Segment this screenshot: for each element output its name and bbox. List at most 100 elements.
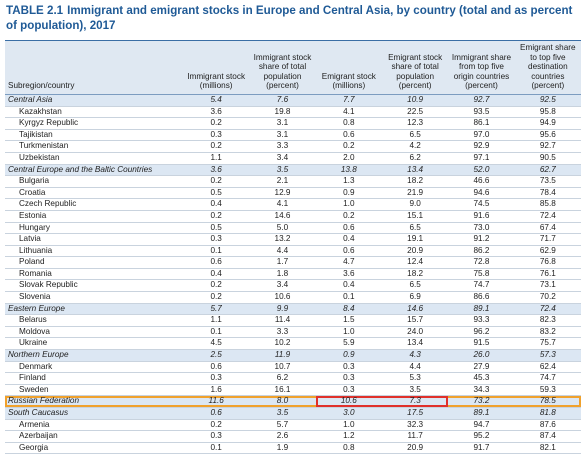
country-value: 4.2 (381, 140, 449, 153)
country-name: Finland (5, 372, 183, 385)
country-value: 3.4 (249, 152, 316, 165)
country-value: 46.6 (448, 175, 515, 188)
group-name: Northern Europe (5, 349, 183, 362)
country-row: Poland 0.6 1.7 4.7 12.4 72.8 76.8 (5, 256, 581, 269)
country-value: 3.3 (249, 326, 316, 339)
country-value: 1.7 (249, 256, 316, 269)
country-name: Lithuania (5, 245, 183, 258)
country-value: 14.6 (249, 210, 316, 223)
group-value: 7.7 (315, 94, 382, 107)
country-value: 0.3 (315, 384, 382, 397)
country-value: 15.7 (381, 314, 449, 327)
country-value: 0.4 (315, 233, 382, 246)
country-value: 19.1 (381, 233, 449, 246)
table-body: Central Asia 5.4 7.6 7.7 10.9 92.7 92.5 Kazakhs… (5, 94, 581, 455)
country-name: Uzbekistan (5, 152, 183, 165)
country-value: 86.6 (448, 291, 515, 304)
country-row: Romania 0.4 1.8 3.6 18.2 75.8 76.1 (5, 268, 581, 281)
country-name: Kyrgyz Republic (5, 117, 183, 130)
country-value: 0.3 (183, 233, 250, 246)
country-value: 1.8 (249, 268, 316, 281)
country-value: 3.6 (315, 268, 382, 281)
country-row: Denmark 0.6 10.7 0.3 4.4 27.9 62.4 (5, 361, 581, 374)
country-value: 75.8 (448, 268, 515, 281)
country-value: 0.4 (183, 268, 250, 281)
country-value: 13.2 (249, 233, 316, 246)
column-header: Emigrant stock (millions) (315, 40, 382, 95)
country-name: Ukraine (5, 337, 183, 351)
group-value: 2.5 (183, 349, 250, 362)
group-value: 9.9 (249, 303, 316, 316)
country-value: 71.7 (514, 233, 581, 246)
title-text: Immigrant and emigrant stocks in Europe … (6, 4, 573, 32)
country-name: Georgia (5, 442, 183, 455)
country-value: 1.0 (315, 198, 382, 211)
country-value: 87.4 (514, 430, 581, 443)
country-value: 0.4 (183, 198, 250, 211)
country-value: 86.1 (448, 117, 515, 130)
country-value: 74.7 (448, 279, 515, 293)
group-row: Central Europe and the Baltic Countries 3… (5, 164, 581, 177)
group-value: 5.4 (183, 94, 250, 107)
country-value: 0.2 (183, 279, 250, 293)
country-value: 59.3 (514, 384, 581, 397)
country-row: Finland 0.3 6.2 0.3 5.3 45.3 74.7 (5, 372, 581, 385)
group-row: Eastern Europe 5.7 9.9 8.4 14.6 89.1 72.4 (5, 303, 581, 316)
country-value: 96.2 (448, 326, 515, 339)
country-value: 74.7 (514, 372, 581, 385)
group-value: 4.3 (381, 349, 449, 362)
country-value: 15.1 (381, 210, 449, 223)
group-name: Central Europe and the Baltic Countries (5, 164, 183, 177)
country-value: 10.2 (249, 337, 316, 351)
group-value: 11.6 (183, 395, 250, 408)
group-value: 14.6 (381, 303, 449, 316)
country-row: Armenia 0.2 5.7 1.0 32.3 94.7 87.6 (5, 419, 581, 432)
group-value: 3.5 (249, 407, 316, 420)
country-value: 18.2 (381, 268, 449, 281)
country-value: 0.1 (183, 442, 250, 455)
country-value: 0.6 (315, 129, 382, 142)
group-value: 3.6 (183, 164, 250, 177)
country-value: 3.4 (249, 279, 316, 293)
group-name: Central Asia (5, 94, 183, 107)
country-row: Sweden 1.6 16.1 0.3 3.5 34.3 59.3 (5, 384, 581, 397)
country-value: 6.9 (381, 291, 449, 304)
country-value: 45.3 (448, 372, 515, 385)
country-name: Slovenia (5, 291, 183, 304)
country-value: 0.1 (183, 245, 250, 258)
country-value: 3.1 (249, 129, 316, 142)
country-value: 97.0 (448, 129, 515, 142)
country-row: Croatia 0.5 12.9 0.9 21.9 94.6 78.4 (5, 187, 581, 200)
country-value: 1.9 (249, 442, 316, 455)
country-value: 16.1 (249, 384, 316, 397)
country-value: 4.4 (249, 245, 316, 258)
country-value: 4.5 (183, 337, 250, 351)
country-row: Slovak Republic 0.2 3.4 0.4 6.5 74.7 73.1 (5, 279, 581, 293)
country-row: Kazakhstan 3.6 19.8 4.1 22.5 93.5 95.8 (5, 106, 581, 119)
country-value: 3.3 (249, 140, 316, 153)
country-value: 10.6 (249, 291, 316, 304)
country-value: 3.1 (249, 117, 316, 130)
country-value: 11.7 (381, 430, 449, 443)
country-value: 0.1 (183, 326, 250, 339)
country-value: 93.3 (448, 314, 515, 327)
group-value: 13.8 (315, 164, 382, 177)
group-row: Russian Federation 11.6 8.0 10.6 7.3 73.2 78.5 (5, 395, 581, 408)
country-value: 73.1 (514, 279, 581, 293)
country-value: 91.6 (448, 210, 515, 223)
country-value: 67.4 (514, 222, 581, 235)
country-value: 76.8 (514, 256, 581, 269)
column-header: Immigrant stock (millions) (183, 40, 250, 95)
country-value: 0.3 (183, 372, 250, 385)
group-row: Northern Europe 2.5 11.9 0.9 4.3 26.0 57.3 (5, 349, 581, 362)
country-value: 72.8 (448, 256, 515, 269)
country-row: Uzbekistan 1.1 3.4 2.0 6.2 97.1 90.5 (5, 152, 581, 165)
country-value: 18.2 (381, 175, 449, 188)
country-value: 1.6 (183, 384, 250, 397)
country-value: 4.1 (249, 198, 316, 211)
group-value: 13.4 (381, 164, 449, 177)
group-value: 81.8 (514, 407, 581, 420)
country-value: 0.2 (183, 210, 250, 223)
group-value: 11.9 (249, 349, 316, 362)
group-value: 78.5 (514, 395, 581, 408)
